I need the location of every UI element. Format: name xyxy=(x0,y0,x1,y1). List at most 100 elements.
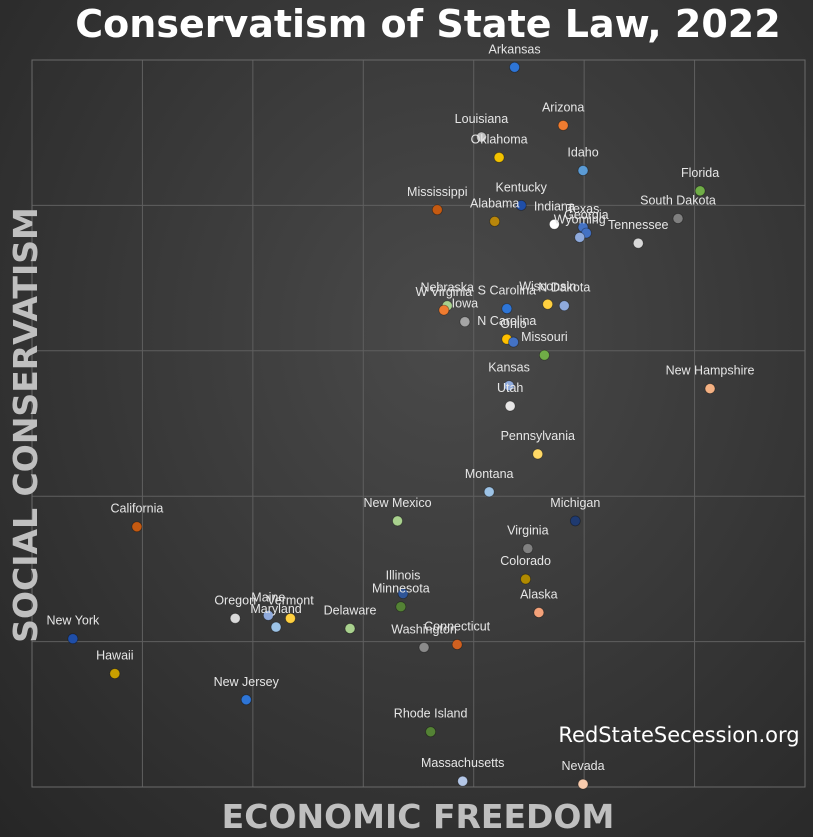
point-label-south-dakota: South Dakota xyxy=(640,193,716,207)
data-point-montana[interactable] xyxy=(483,486,495,498)
point-label-delaware: Delaware xyxy=(324,604,377,618)
data-point-ohio[interactable] xyxy=(508,336,519,348)
point-label-mississippi: Mississippi xyxy=(407,185,467,199)
data-point-maryland[interactable] xyxy=(270,621,282,633)
point-label-pennsylvania: Pennsylvania xyxy=(501,429,575,443)
point-label-s-carolina: S Carolina xyxy=(478,284,536,298)
data-point-delaware[interactable] xyxy=(344,623,356,634)
data-point-pennsylvania[interactable] xyxy=(532,448,544,460)
point-label-minnesota: Minnesota xyxy=(372,582,430,596)
point-label-michigan: Michigan xyxy=(550,496,600,510)
point-label-tennessee: Tennessee xyxy=(608,218,669,232)
point-label-nevada: Nevada xyxy=(561,759,604,773)
point-label-alabama: Alabama xyxy=(470,196,519,210)
data-point-arizona[interactable] xyxy=(557,120,569,131)
point-label-n-carolina: N Carolina xyxy=(477,314,536,328)
grid xyxy=(32,60,805,787)
point-label-new-mexico: New Mexico xyxy=(363,496,431,510)
point-label-new-hampshire: New Hampshire xyxy=(666,364,755,378)
data-point-arkansas[interactable] xyxy=(509,61,520,73)
point-label-california: California xyxy=(111,502,164,516)
data-point-new-jersey[interactable] xyxy=(240,694,252,706)
point-label-virginia: Virginia xyxy=(507,524,549,538)
point-label-kentucky: Kentucky xyxy=(495,180,547,194)
data-point-indiana[interactable] xyxy=(548,218,560,230)
data-point-massachusetts[interactable] xyxy=(457,775,469,787)
data-point-florida[interactable] xyxy=(694,185,706,197)
data-point-louisiana[interactable] xyxy=(476,131,487,143)
point-label-hawaii: Hawaii xyxy=(96,649,134,663)
x-axis-label: ECONOMIC FREEDOM xyxy=(222,797,615,836)
data-point-new-hampshire[interactable] xyxy=(704,383,716,395)
point-label-new-york: New York xyxy=(46,614,100,628)
point-label-idaho: Idaho xyxy=(567,146,598,160)
point-label-oregon: Oregon xyxy=(214,593,256,607)
data-point-new-mexico[interactable] xyxy=(392,515,403,527)
chart-title: Conservatism of State Law, 2022 xyxy=(75,2,780,46)
point-label-new-jersey: New Jersey xyxy=(214,675,280,689)
data-point-w-virginia[interactable] xyxy=(438,304,450,316)
data-point-idaho[interactable] xyxy=(577,165,589,176)
data-point-n-dakota[interactable] xyxy=(558,300,570,312)
data-point-mississippi[interactable] xyxy=(431,204,443,216)
point-label-arizona: Arizona xyxy=(542,100,584,114)
data-point-alaska[interactable] xyxy=(533,607,545,618)
point-label-indiana: Indiana xyxy=(534,199,575,213)
data-point-illinois[interactable] xyxy=(397,588,409,600)
point-label-vermont: Vermont xyxy=(267,593,314,607)
data-point-maine[interactable] xyxy=(262,610,274,621)
data-point-utah[interactable] xyxy=(504,400,516,412)
data-point-oregon[interactable] xyxy=(229,612,241,624)
data-point-vermont[interactable] xyxy=(285,612,296,624)
data-point-s-carolina[interactable] xyxy=(501,303,513,315)
data-point-kentucky[interactable] xyxy=(515,199,527,211)
data-point-hawaii[interactable] xyxy=(109,668,121,679)
point-label-georgia: Georgia xyxy=(564,208,609,222)
point-label-illinois: Illinois xyxy=(386,569,421,583)
point-label-kansas: Kansas xyxy=(488,361,530,375)
data-points: Arkansas Arizona Louisiana Oklahoma Idaho Flo… xyxy=(46,42,755,790)
data-point-missouri[interactable] xyxy=(538,349,550,361)
data-point-connecticut[interactable] xyxy=(451,639,463,650)
point-label-arkansas: Arkansas xyxy=(489,42,541,56)
point-label-ohio: Ohio xyxy=(500,317,526,331)
point-label-wyoming: Wyoming xyxy=(554,212,606,226)
data-point-wyoming[interactable] xyxy=(574,231,586,243)
point-label-n-dakota: N Dakota xyxy=(538,281,590,295)
data-point-nevada[interactable] xyxy=(577,778,589,790)
point-label-maryland: Maryland xyxy=(250,602,301,616)
point-label-rhode-island: Rhode Island xyxy=(394,707,468,721)
point-label-massachusetts: Massachusetts xyxy=(421,756,504,770)
data-point-south-dakota[interactable] xyxy=(672,213,684,224)
point-label-colorado: Colorado xyxy=(500,554,551,568)
point-label-oklahoma: Oklahoma xyxy=(471,132,528,146)
data-point-washington[interactable] xyxy=(418,642,430,653)
point-label-texas: Texas xyxy=(567,202,600,216)
data-point-new-york[interactable] xyxy=(67,633,79,645)
point-label-missouri: Missouri xyxy=(521,330,568,344)
point-label-w-virginia: W Virginia xyxy=(416,285,473,299)
point-label-maine: Maine xyxy=(251,590,285,604)
point-label-wisconsin: Wisconsin xyxy=(519,279,576,293)
point-label-nebraska: Nebraska xyxy=(420,281,474,295)
data-point-tennessee[interactable] xyxy=(632,237,644,249)
point-label-montana: Montana xyxy=(465,467,514,481)
data-point-california[interactable] xyxy=(131,521,143,533)
plot-frame xyxy=(31,59,806,788)
y-axis-label: SOCIAL CONSERVATISM xyxy=(6,207,45,643)
data-point-colorado[interactable] xyxy=(520,573,532,585)
data-point-kansas[interactable] xyxy=(503,380,515,392)
data-point-alabama[interactable] xyxy=(489,215,501,227)
point-label-washington: Washington xyxy=(391,622,457,636)
data-point-virginia[interactable] xyxy=(522,543,534,554)
point-label-louisiana: Louisiana xyxy=(455,112,509,126)
data-point-rhode-island[interactable] xyxy=(425,726,437,738)
point-label-utah: Utah xyxy=(497,381,523,395)
data-point-wisconsin[interactable] xyxy=(542,298,554,310)
data-point-minnesota[interactable] xyxy=(395,601,407,613)
data-point-michigan[interactable] xyxy=(569,515,581,527)
point-label-connecticut: Connecticut xyxy=(424,620,491,634)
data-point-oklahoma[interactable] xyxy=(493,152,505,163)
data-point-iowa[interactable] xyxy=(459,316,471,328)
